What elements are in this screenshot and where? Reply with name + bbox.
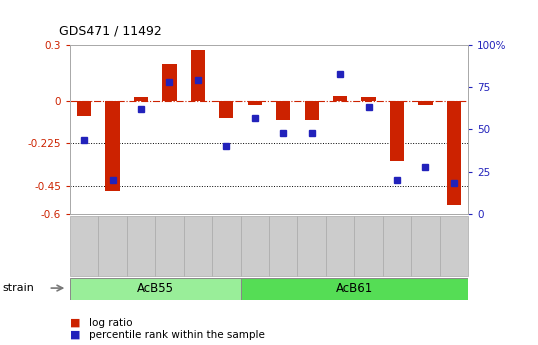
Bar [247,101,262,105]
Text: percentile rank within the sample: percentile rank within the sample [89,330,265,339]
Text: GSM10999: GSM10999 [132,220,141,270]
Text: GSM10997: GSM10997 [75,220,84,270]
Bar [305,101,318,120]
Text: GSM11003: GSM11003 [246,220,255,270]
Bar [447,101,461,205]
Text: AcB61: AcB61 [336,283,373,295]
Text: GSM11002: GSM11002 [217,220,226,269]
Text: GSM10998: GSM10998 [104,220,112,270]
Text: ■: ■ [70,330,84,339]
Bar [162,63,176,101]
Bar [220,101,233,118]
Text: GDS471 / 11492: GDS471 / 11492 [59,25,162,38]
Text: AcB55: AcB55 [137,283,174,295]
Text: GSM11005: GSM11005 [303,220,312,270]
Text: GSM11007: GSM11007 [359,220,369,270]
Bar [390,101,404,161]
Text: GSM11000: GSM11000 [160,220,169,270]
FancyBboxPatch shape [70,278,240,300]
Text: GSM11008: GSM11008 [388,220,397,270]
Bar [105,101,119,191]
Text: log ratio: log ratio [89,318,132,327]
Text: GSM11009: GSM11009 [416,220,426,270]
Text: GSM11010: GSM11010 [445,220,454,270]
Bar [333,96,347,101]
Bar [191,50,205,101]
FancyBboxPatch shape [240,278,468,300]
Bar [276,101,291,120]
Bar [418,101,433,105]
Text: GSM11004: GSM11004 [274,220,283,269]
Bar [77,101,91,116]
Bar [362,97,376,101]
Text: GSM11001: GSM11001 [189,220,198,270]
Bar [134,97,148,101]
Text: GSM11006: GSM11006 [331,220,340,270]
Text: strain: strain [3,283,34,293]
Text: ■: ■ [70,318,84,327]
